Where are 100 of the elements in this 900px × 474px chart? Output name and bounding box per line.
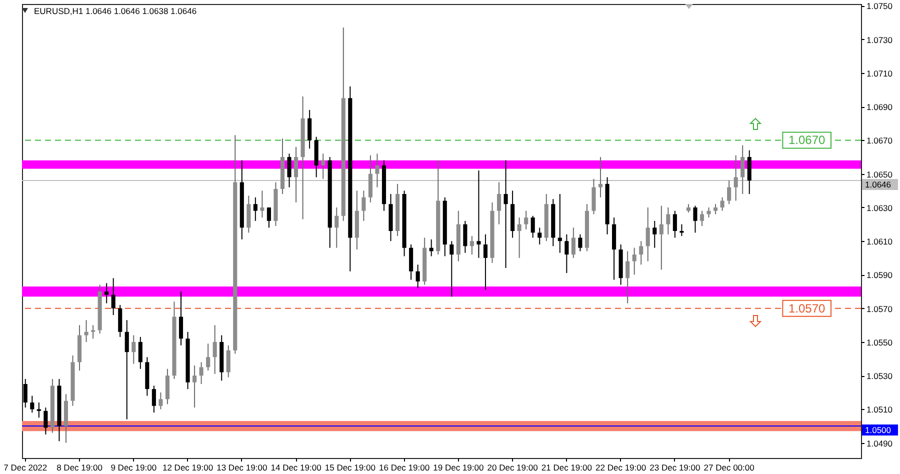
candlestick [416,264,420,289]
x-tick-label: 21 Dec 19:00 [541,462,592,472]
candlestick [632,247,636,276]
y-tick-label: 1.0750 [866,1,893,12]
candlestick [206,343,210,372]
candlestick [564,234,569,274]
candlestick [504,160,508,268]
candlestick [727,180,732,205]
candlestick [165,368,170,405]
candlestick [463,220,468,254]
candlestick [693,205,698,234]
candlestick [450,240,454,298]
candlestick [266,206,271,228]
candlestick [659,205,664,270]
candlestick [212,324,217,374]
candlestick [626,250,630,304]
candlestick [178,291,184,346]
candlestick [104,282,109,304]
candlestick [409,244,414,280]
candlestick [287,153,292,188]
candlestick [84,320,88,342]
x-tick-label: 9 Dec 19:00 [110,462,157,472]
y-tick-label: 1.0670 [866,136,893,146]
candlestick [253,196,258,222]
x-tick-label: 20 Dec 19:00 [487,462,538,472]
candlestick [530,215,535,238]
y-tick-label: 1.0590 [866,270,893,280]
candlestick [192,365,197,408]
candlestick [666,206,670,235]
candlestick [375,153,380,188]
candlestick [321,153,326,180]
candlestick [558,194,562,254]
candlestick [483,234,488,290]
y-tick-label: 1.0610 [866,236,893,247]
y-tick-label: 1.0550 [866,337,893,348]
candlestick [246,195,251,234]
ref-line-label: 1.0670 [788,133,826,148]
x-tick-label: 16 Dec 19:00 [378,462,430,472]
candlestick [578,234,582,252]
candlestick [598,156,603,198]
candlestick [496,182,502,225]
candlestick [36,402,41,418]
candlestick [294,146,298,203]
candlestick [734,154,738,202]
candlestick [91,324,96,340]
candlestick [538,227,542,245]
candlestick [747,150,752,195]
candlestick [652,220,657,248]
candlestick [706,206,711,218]
candlestick [30,395,34,414]
candlestick [368,154,372,203]
candlestick [517,217,522,258]
y-tick-label: 1.0730 [866,34,893,45]
candlestick [700,210,704,226]
y-tick-label: 1.0630 [866,202,893,213]
x-tick-label: 7 Dec 2022 [4,462,48,472]
candlestick [308,109,312,150]
x-tick-label: 22 Dec 19:00 [596,462,646,472]
candlestick [334,206,339,248]
y-tick-label: 1.0490 [866,438,893,448]
candlestick [158,392,163,410]
candlestick [470,236,474,256]
candlestick [44,407,48,435]
x-tick-label: 8 Dec 19:00 [56,462,103,472]
candlestick [111,278,116,316]
candlestick [672,210,677,238]
x-tick-label: 23 Dec 19:00 [650,462,700,472]
x-tick-label: 12 Dec 19:00 [162,462,214,472]
candlestick [714,204,718,215]
chart-title: EURUSD,H1 1.0646 1.0646 1.0638 1.0646 [34,6,197,16]
candlestick [138,336,142,370]
y-tick-label: 1.0510 [866,404,893,415]
y-tick-label: 1.0690 [866,102,893,112]
candlestick [362,190,366,222]
y-tick-label: 1.0530 [866,371,893,382]
candlestick [740,144,745,195]
x-tick-label: 27 Dec 00:00 [704,462,755,472]
candlestick [592,178,596,215]
y-tick-label: 1.0570 [866,304,893,314]
y-tick-label: 1.0710 [866,68,893,78]
candlestick [476,170,481,258]
candlestick [124,320,129,420]
candlestick [260,190,264,218]
candlestick [226,344,230,378]
candlestick [23,378,28,408]
x-tick-label: 13 Dec 19:00 [216,462,268,472]
candlestick [720,196,724,212]
x-tick-label: 19 Dec 19:00 [433,462,484,472]
candlestick [524,210,528,230]
ref-line-label: 1.0500 [865,425,892,436]
candlestick [132,334,136,364]
candlestick [152,385,156,414]
x-tick-label: 14 Dec 19:00 [270,462,322,472]
candlestick [646,206,650,262]
ref-line-label: 1.0570 [788,301,826,316]
candlestick [199,362,204,385]
candlestick [571,227,576,258]
ref-line-label: 1.0646 [865,180,892,190]
y-tick-label: 1.0650 [866,169,893,180]
x-tick-label: 15 Dec 19:00 [324,462,376,472]
